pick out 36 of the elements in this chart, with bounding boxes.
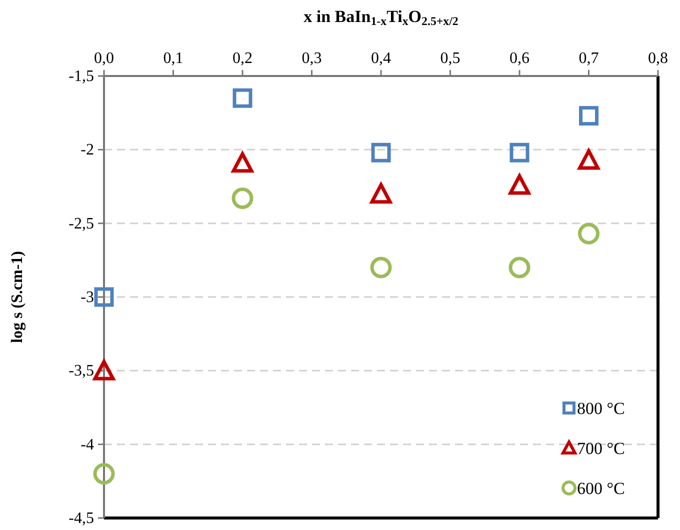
point	[93, 463, 115, 485]
point	[508, 174, 530, 195]
x-tick-label: 0,8	[648, 50, 668, 67]
point	[508, 256, 530, 278]
point	[510, 142, 530, 162]
point	[578, 222, 600, 244]
x-tick-label: 0,3	[302, 50, 322, 67]
x-tick-label: 0,4	[371, 50, 391, 67]
x-tick-label: 0,6	[510, 50, 530, 67]
legend-label: 800 °C	[577, 399, 625, 418]
point	[232, 152, 254, 173]
y-tick-label: -3	[80, 289, 94, 306]
point	[371, 142, 391, 162]
point	[370, 183, 392, 204]
x-tick-label: 0,7	[578, 50, 599, 67]
y-tick-label: -3,5	[68, 362, 94, 380]
x-tick-label: 0,0	[94, 50, 114, 67]
y-tick-label: -4,5	[68, 510, 94, 527]
point	[578, 149, 600, 170]
x-axis-title: x in BaIn$_{1-x}$Ti$_{x}$O$_{2.5+x/2}$	[304, 7, 458, 28]
point	[232, 188, 254, 210]
x-tick-label: 0,2	[232, 50, 252, 67]
legend-label: 700 °C	[577, 439, 625, 458]
y-axis-title: log s (S.cm-1)	[9, 251, 26, 343]
y-tick-label: -2	[80, 142, 94, 159]
y-tick-label: -2,5	[68, 215, 94, 232]
point	[232, 88, 252, 108]
point	[94, 287, 114, 307]
x-tick-label: 0,5	[440, 50, 460, 67]
point	[370, 256, 392, 278]
x-tick-label: 0,1	[163, 50, 184, 67]
y-tick-label: -1,5	[68, 68, 94, 85]
legend-label: 600 °C	[577, 479, 625, 498]
y-tick-label: -4	[80, 436, 94, 454]
point	[93, 360, 115, 380]
point	[579, 106, 598, 126]
